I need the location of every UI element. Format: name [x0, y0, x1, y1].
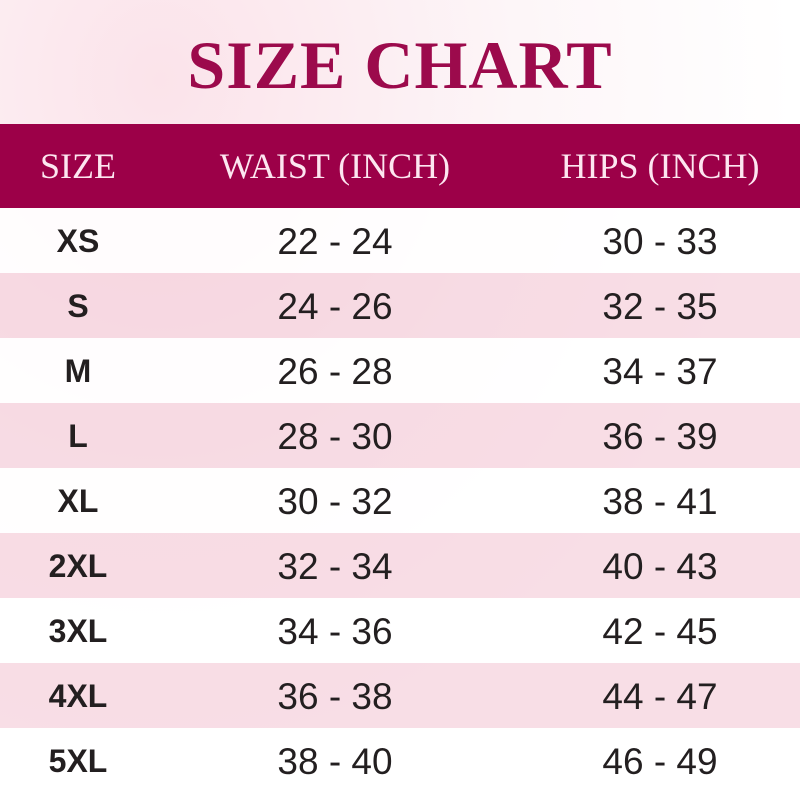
size-cell: 2XL: [48, 548, 108, 584]
table-row: XS 22 - 24 30 - 33: [0, 208, 800, 273]
waist-cell: 24 - 26: [277, 286, 393, 327]
size-cell: L: [68, 418, 88, 454]
hips-cell: 30 - 33: [602, 221, 718, 262]
table-header: SIZE WAIST (INCH) HIPS (INCH): [0, 124, 800, 208]
size-table-body: XS 22 - 24 30 - 33 S 24 - 26 32 - 35 M 26 - 28 3…: [0, 208, 800, 793]
column-header-hips: HIPS (INCH): [560, 146, 760, 186]
hips-cell: 34 - 37: [602, 351, 718, 392]
size-cell: XS: [56, 223, 100, 259]
table-row: 5XL 38 - 40 46 - 49: [0, 728, 800, 793]
page-title: SIZE CHART: [187, 27, 613, 103]
waist-cell: 28 - 30: [277, 416, 393, 457]
hips-cell: 32 - 35: [602, 286, 718, 327]
size-cell: 3XL: [48, 613, 108, 649]
waist-cell: 38 - 40: [277, 741, 393, 782]
waist-cell: 22 - 24: [277, 221, 393, 262]
table-row: 4XL 36 - 38 44 - 47: [0, 663, 800, 728]
size-cell: S: [67, 288, 89, 324]
waist-cell: 26 - 28: [277, 351, 393, 392]
hips-cell: 46 - 49: [602, 741, 718, 782]
table-row: 2XL 32 - 34 40 - 43: [0, 533, 800, 598]
column-header-size: SIZE: [40, 146, 116, 186]
waist-cell: 32 - 34: [277, 546, 393, 587]
hips-cell: 36 - 39: [602, 416, 718, 457]
hips-cell: 40 - 43: [602, 546, 718, 587]
size-cell: 5XL: [48, 743, 108, 779]
waist-cell: 36 - 38: [277, 676, 393, 717]
hips-cell: 38 - 41: [602, 481, 718, 522]
table-row: 3XL 34 - 36 42 - 45: [0, 598, 800, 663]
waist-cell: 34 - 36: [277, 611, 393, 652]
column-header-waist: WAIST (INCH): [219, 146, 451, 186]
table-row: L 28 - 30 36 - 39: [0, 403, 800, 468]
hips-cell: 42 - 45: [602, 611, 718, 652]
hips-cell: 44 - 47: [602, 676, 718, 717]
size-cell: 4XL: [48, 678, 108, 714]
waist-cell: 30 - 32: [277, 481, 393, 522]
size-cell: XL: [57, 483, 99, 519]
table-row: XL 30 - 32 38 - 41: [0, 468, 800, 533]
table-row: M 26 - 28 34 - 37: [0, 338, 800, 403]
table-row: S 24 - 26 32 - 35: [0, 273, 800, 338]
size-cell: M: [64, 353, 92, 389]
